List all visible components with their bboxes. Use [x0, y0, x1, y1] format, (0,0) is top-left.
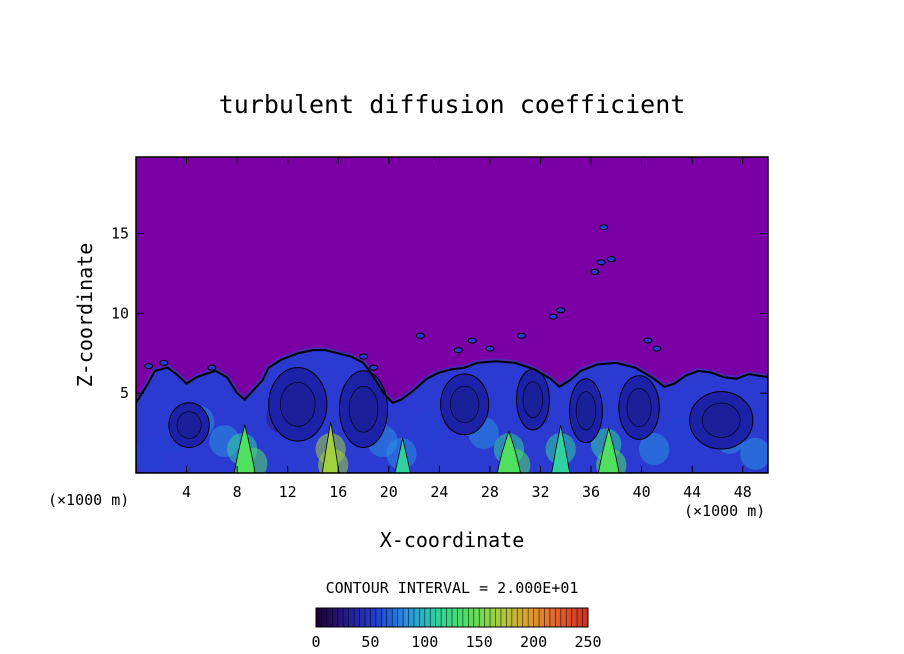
eddy-contour-4 — [522, 381, 544, 419]
heatmap-cell-24 — [639, 433, 670, 466]
boundary-layer-contour — [136, 349, 768, 404]
x-tick-label-7: 32 — [531, 483, 549, 501]
colorbar-frame — [315, 607, 589, 628]
y-tick-label-2: 15 — [111, 225, 129, 243]
updraft-plume-3 — [496, 430, 521, 473]
updraft-plume-1 — [321, 421, 340, 473]
turbulent-patch-0 — [359, 353, 369, 360]
y-axis-label: Z-coordinate — [73, 243, 97, 388]
turbulent-patch-5 — [517, 332, 527, 339]
x-tick-label-8: 36 — [582, 483, 600, 501]
turbulent-patch-1 — [369, 364, 379, 371]
eddy-contour-7 — [701, 402, 741, 438]
x-tick-label-4: 20 — [380, 483, 398, 501]
colorbar-contour-lines — [315, 608, 589, 627]
turbulent-patch-9 — [596, 259, 606, 266]
heatmap-cell-25 — [664, 417, 695, 450]
updraft-plume-4 — [551, 425, 571, 473]
turbulent-patch-6 — [548, 313, 558, 320]
y-tick-label-0: 5 — [120, 384, 129, 402]
updraft-plume-0 — [233, 423, 256, 473]
turbulent-patch-14 — [159, 359, 169, 366]
plot-area — [135, 156, 769, 474]
x-tick-label-0: 4 — [182, 483, 191, 501]
eddy-contour-0 — [176, 411, 202, 439]
colorbar-tick-label-2: 100 — [411, 633, 438, 651]
turbulent-patch-8 — [590, 268, 600, 275]
turbulent-patch-10 — [606, 256, 616, 263]
x-axis-label: X-coordinate — [380, 528, 525, 552]
heatmap-cell-28 — [740, 437, 768, 470]
heatmap-layer — [136, 224, 768, 473]
eddy-contour-2 — [348, 385, 379, 433]
x-tick-label-9: 40 — [633, 483, 651, 501]
updraft-plume-5 — [598, 426, 620, 473]
turbulent-patch-3 — [467, 337, 477, 344]
x-tick-label-5: 24 — [430, 483, 448, 501]
eddy-contour-5 — [575, 391, 597, 431]
x-tick-label-6: 28 — [481, 483, 499, 501]
x-axis-ticks: 4 8 12 16 20 24 28 32 36 40 44 48 — [182, 157, 752, 501]
turbulent-patch-15 — [207, 364, 217, 371]
heatmap-cell-0 — [136, 437, 164, 470]
x-units-left: (×1000 m) — [48, 491, 129, 509]
turbulent-patch-2 — [453, 347, 463, 354]
eddy-contour-3 — [449, 385, 480, 423]
turbulent-patch-12 — [652, 345, 662, 352]
x-tick-label-2: 12 — [279, 483, 297, 501]
y-tick-label-1: 10 — [111, 304, 129, 322]
colorbar-ticks: 0 50 100 150 200 250 — [311, 633, 601, 651]
plot-frame — [135, 156, 769, 474]
x-tick-label-10: 44 — [683, 483, 701, 501]
eddy-contour-6 — [626, 388, 652, 428]
colorbar-tick-label-5: 250 — [574, 633, 601, 651]
colorbar-tick-label-1: 50 — [361, 633, 379, 651]
updraft-plume-2 — [394, 437, 411, 473]
turbulent-patch-16 — [415, 332, 425, 339]
colorbar-tick-label-0: 0 — [311, 633, 320, 651]
turbulent-patch-7 — [556, 307, 566, 314]
chart-title: turbulent diffusion coefficient — [219, 90, 686, 119]
colorbar-tick-label-3: 150 — [466, 633, 493, 651]
contour-interval-label: CONTOUR INTERVAL = 2.000E+01 — [326, 579, 579, 597]
x-tick-label-3: 16 — [329, 483, 347, 501]
turbulent-patch-17 — [599, 224, 609, 231]
x-units-right: (×1000 m) — [684, 502, 765, 520]
x-tick-label-11: 48 — [734, 483, 752, 501]
eddy-contour-1 — [280, 382, 316, 427]
colorbar: 0 50 100 150 200 250 — [311, 607, 602, 651]
turbulent-patch-4 — [485, 345, 495, 352]
heatmap-cell-13 — [411, 412, 442, 445]
turbulent-patch-11 — [643, 337, 653, 344]
turbulent-patch-13 — [144, 363, 154, 370]
colorbar-tick-label-4: 200 — [520, 633, 547, 651]
x-tick-label-1: 8 — [233, 483, 242, 501]
y-axis-ticks: 5 10 15 — [111, 225, 768, 402]
